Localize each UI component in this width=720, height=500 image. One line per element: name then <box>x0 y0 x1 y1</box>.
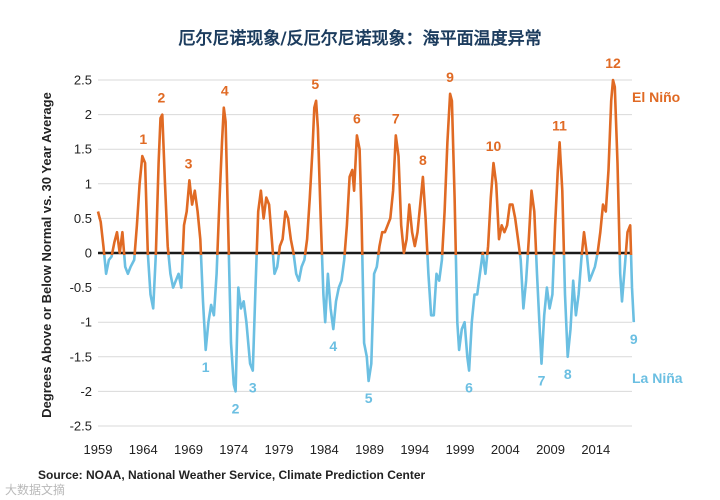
x-tick-label: 1959 <box>84 442 113 457</box>
la-nina-event-label: 7 <box>538 373 546 389</box>
el-nino-event-label: 5 <box>311 76 319 92</box>
x-axis-ticks: 1959 1964 1969 1974 1979 1984 1989 1994 1999 2004… <box>84 442 611 457</box>
el-nino-series-line <box>96 78 633 255</box>
el-nino-event-label: 11 <box>552 117 567 133</box>
legend-la-nina: La Niña <box>632 370 683 386</box>
la-nina-event-label: 4 <box>329 338 337 354</box>
el-nino-event-label: 12 <box>605 55 621 71</box>
la-nina-event-label: 9 <box>630 331 638 347</box>
y-tick-label: -1.5 <box>70 349 92 364</box>
y-tick-label: 0.5 <box>74 211 92 226</box>
x-tick-label: 1979 <box>265 442 294 457</box>
source-note: Source: NOAA, National Weather Service, … <box>38 468 426 482</box>
el-nino-event-label: 8 <box>419 152 427 168</box>
x-tick-label: 2014 <box>581 442 610 457</box>
el-nino-event-label: 7 <box>392 110 400 126</box>
la-nina-event-label: 3 <box>249 380 257 396</box>
chart-title: 厄尔尼诺现象/反厄尔尼诺现象：海平面温度异常 <box>178 28 541 49</box>
el-nino-event-label: 4 <box>221 83 229 99</box>
la-nina-event-label: 2 <box>232 400 240 416</box>
el-nino-event-label: 1 <box>139 131 147 147</box>
y-axis-ticks: 2.5 2 1.5 1 0.5 0 -0.5 -1 -1.5 -2 -2.5 <box>70 73 92 434</box>
el-nino-event-label: 3 <box>185 155 193 171</box>
y-tick-label: -2.5 <box>70 419 92 434</box>
x-tick-label: 1969 <box>174 442 203 457</box>
gridlines <box>98 79 632 427</box>
y-tick-label: 0 <box>85 246 92 261</box>
el-nino-event-label: 9 <box>446 69 454 85</box>
la-nina-event-label: 8 <box>564 366 572 382</box>
y-tick-label: -0.5 <box>70 280 92 295</box>
x-tick-label: 1994 <box>400 442 429 457</box>
el-nino-event-label: 2 <box>157 90 165 106</box>
x-tick-label: 1964 <box>129 442 158 457</box>
el-nino-event-label: 10 <box>486 138 502 154</box>
y-tick-label: 1.5 <box>74 142 92 157</box>
la-nina-series-line <box>102 255 636 393</box>
y-tick-label: -2 <box>80 384 92 399</box>
y-tick-label: 2.5 <box>74 73 92 88</box>
el-nino-event-label: 6 <box>353 110 361 126</box>
legend-el-nino: El Niño <box>632 89 680 105</box>
x-tick-label: 1999 <box>446 442 475 457</box>
x-tick-label: 1974 <box>219 442 248 457</box>
y-tick-label: 2 <box>85 107 92 122</box>
x-tick-label: 2009 <box>536 442 565 457</box>
x-tick-label: 2004 <box>491 442 520 457</box>
la-nina-event-label: 1 <box>202 359 210 375</box>
x-tick-label: 1984 <box>310 442 339 457</box>
la-nina-event-label: 6 <box>465 380 473 396</box>
y-axis-label: Degrees Above or Below Normal vs. 30 Yea… <box>39 92 54 418</box>
x-tick-label: 1989 <box>355 442 384 457</box>
y-tick-label: 1 <box>85 176 92 191</box>
la-nina-event-label: 5 <box>365 390 373 406</box>
y-tick-label: -1 <box>80 315 92 330</box>
watermark-text: 大数据文摘 <box>5 482 65 497</box>
